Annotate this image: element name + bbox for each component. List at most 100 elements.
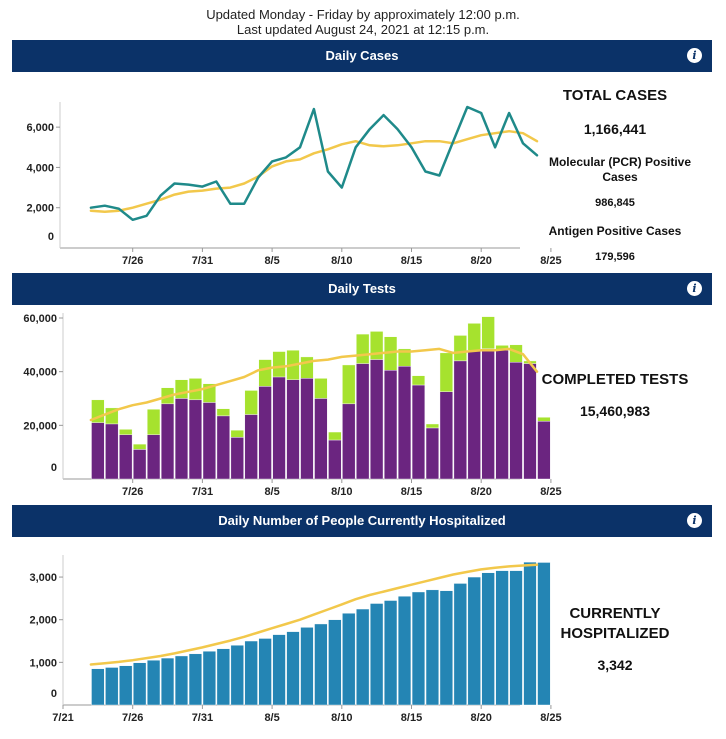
- hosp-bar: [411, 591, 426, 706]
- tests-other-bar: [244, 390, 258, 415]
- tests-positive-bar: [105, 423, 119, 480]
- hosp-bar: [439, 590, 453, 706]
- tests-positive-bar: [495, 350, 509, 480]
- tests-positive-bar: [425, 427, 439, 480]
- tests-positive-bar: [481, 348, 495, 480]
- hosp-bar: [481, 572, 495, 706]
- hosp-bar: [397, 596, 412, 706]
- hosp-bar: [272, 634, 286, 706]
- hosp-bar: [258, 638, 272, 706]
- cases-average-line: [89, 129, 539, 213]
- tests-positive-bar: [397, 366, 412, 480]
- tests-other-bar: [356, 333, 370, 364]
- update-schedule-text: Updated Monday - Friday by approximately…: [206, 7, 520, 22]
- hosp-average-line: [89, 563, 539, 666]
- cases-y-tick-label: 2,000: [26, 203, 54, 215]
- hosp-x-tick-label: 8/5: [264, 712, 279, 724]
- hosp-x-tick-label: 8/25: [540, 712, 561, 724]
- hosp-bar: [314, 623, 328, 706]
- hosp-y-tick-label: 2,000: [29, 615, 57, 627]
- hosp-bar: [356, 608, 370, 706]
- tests-positive-bar: [370, 359, 384, 480]
- tests-other-bar: [230, 429, 244, 438]
- tests-x-tick-label: 8/10: [331, 486, 352, 498]
- tests-positive-bar: [384, 370, 398, 480]
- hosp-bar: [509, 570, 523, 706]
- cases-y-tick-label: 6,000: [26, 122, 54, 134]
- tests-positive-bar: [342, 403, 356, 480]
- hosp-x-tick-label: 7/21: [52, 712, 73, 724]
- tests-x-tick-label: 8/25: [540, 486, 561, 498]
- tests-positive-bar: [244, 414, 258, 480]
- hosp-y-tick-label: 1,000: [29, 657, 57, 669]
- tests-positive-bar: [147, 434, 161, 480]
- tests-positive-bar: [286, 379, 300, 480]
- hosp-y-tick-label: 0: [51, 688, 57, 700]
- tests-other-bar: [147, 409, 161, 435]
- tests-other-bar: [453, 335, 467, 362]
- tests-y-tick-label: 40,000: [23, 367, 57, 379]
- hosp-x-tick-label: 8/20: [470, 712, 491, 724]
- tests-y-tick-label: 20,000: [23, 420, 57, 432]
- hosp-bar: [286, 631, 300, 706]
- hosp-bar: [160, 657, 175, 706]
- tests-other-bar: [342, 364, 356, 405]
- hosp-bar: [147, 660, 161, 706]
- tests-positive-bar: [160, 403, 175, 480]
- total-cases-value: 1,166,441: [583, 121, 647, 137]
- cases-y-tick-label: 0: [48, 231, 54, 243]
- hospitalized-label-line1: CURRENTLY: [569, 605, 661, 622]
- tests-average-line: [89, 347, 539, 422]
- hospitalized-title: Daily Number of People Currently Hospita…: [218, 513, 506, 528]
- antigen-cases-label: Antigen Positive Cases: [548, 224, 682, 238]
- pcr-cases-label: Molecular (PCR) Positive Cases: [548, 155, 692, 184]
- cases-x-tick-label: 8/10: [331, 255, 352, 267]
- hosp-bar: [342, 613, 356, 706]
- tests-positive-bar: [230, 437, 244, 480]
- hosp-bar: [467, 576, 481, 706]
- hospitalized-value: 3,342: [597, 657, 633, 673]
- completed-tests-value: 15,460,983: [579, 403, 651, 419]
- tests-positive-bar: [258, 386, 272, 480]
- cases-info-icon[interactable]: i: [687, 48, 702, 63]
- hosp-bar: [370, 603, 384, 706]
- hosp-bar: [188, 653, 202, 706]
- hosp-bar: [328, 619, 342, 706]
- hosp-bar: [384, 600, 398, 706]
- daily-cases-header: Daily Cases i: [12, 40, 712, 72]
- tests-other-bar: [216, 408, 230, 417]
- hosp-bar: [523, 561, 537, 706]
- daily-tests-header: Daily Tests i: [12, 273, 712, 305]
- hosp-bar: [425, 589, 439, 706]
- hosp-y-tick-label: 3,000: [29, 572, 57, 584]
- tests-other-bar: [411, 375, 426, 386]
- tests-other-bar: [439, 352, 453, 392]
- antigen-cases-value: 179,596: [595, 251, 635, 263]
- tests-positive-bar: [300, 378, 314, 480]
- tests-x-tick-label: 8/5: [264, 486, 279, 498]
- tests-positive-bar: [133, 449, 147, 480]
- tests-positive-bar: [509, 362, 523, 480]
- cases-x-tick-label: 8/5: [264, 255, 279, 267]
- tests-info-icon[interactable]: i: [687, 281, 702, 296]
- tests-y-tick-label: 60,000: [23, 313, 57, 325]
- hosp-bar: [91, 668, 105, 706]
- tests-x-tick-label: 8/20: [470, 486, 491, 498]
- tests-other-bar: [174, 379, 189, 399]
- tests-positive-bar: [91, 422, 105, 480]
- tests-y-tick-label: 0: [51, 462, 57, 474]
- tests-other-bar: [272, 351, 286, 378]
- tests-x-tick-label: 7/26: [122, 486, 143, 498]
- cases-x-tick-label: 7/26: [122, 255, 143, 267]
- hosp-info-icon[interactable]: i: [687, 513, 702, 528]
- tests-other-bar: [328, 431, 342, 441]
- tests-positive-bar: [216, 415, 230, 480]
- tests-x-tick-label: 7/31: [192, 486, 213, 498]
- tests-positive-bar: [439, 391, 453, 480]
- tests-other-bar: [258, 359, 272, 387]
- cases-daily-line: [89, 105, 539, 222]
- tests-other-bar: [314, 378, 328, 399]
- daily-cases-title: Daily Cases: [325, 48, 399, 63]
- tests-positive-bar: [453, 360, 467, 480]
